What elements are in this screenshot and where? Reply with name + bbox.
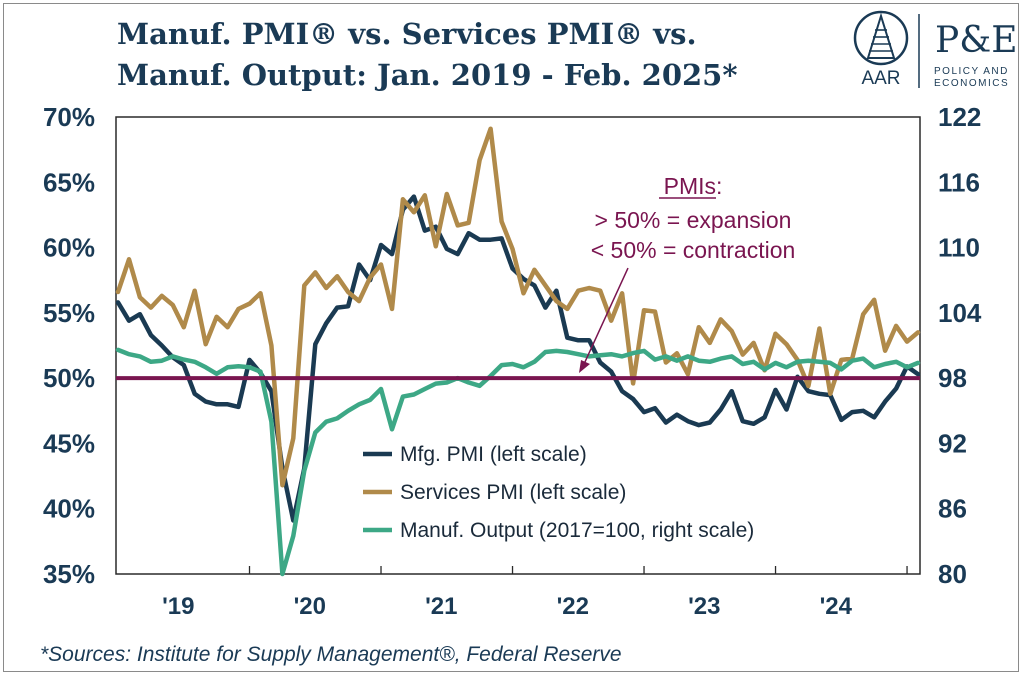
chart-frame bbox=[3, 3, 1019, 672]
y-right-tick-label: 104 bbox=[938, 298, 982, 328]
aar-logo: AAR P&E POLICY AND ECONOMICS bbox=[853, 10, 1018, 89]
source-note: *Sources: Institute for Supply Managemen… bbox=[40, 643, 622, 666]
x-tick-label: '21 bbox=[425, 593, 457, 620]
y-right-tick-label: 80 bbox=[938, 559, 967, 589]
legend-label: Mfg. PMI (left scale) bbox=[400, 443, 587, 466]
y-left-tick-label: 45% bbox=[43, 428, 95, 458]
y-left-tick-label: 55% bbox=[43, 298, 95, 328]
y-right-tick-label: 92 bbox=[938, 428, 967, 458]
annotation-title: PMIs bbox=[664, 173, 716, 199]
y-left-tick-label: 60% bbox=[43, 233, 95, 263]
annotation-arrow-line bbox=[583, 267, 629, 365]
pmi-annotation: PMIs : > 50% = expansion < 50% = contrac… bbox=[579, 173, 795, 373]
y-left-tick-label: 65% bbox=[43, 167, 95, 197]
y-left-tick-label: 40% bbox=[43, 494, 95, 524]
x-tick-label: '24 bbox=[820, 593, 853, 620]
pe-logo-sub2: ECONOMICS bbox=[934, 78, 1009, 89]
series-line bbox=[115, 347, 921, 577]
series-line bbox=[115, 126, 921, 488]
x-tick-label: '20 bbox=[294, 593, 326, 620]
y-axis-right: 80 86 92 98 104 110 116 122 bbox=[938, 102, 982, 589]
aar-logo-ring bbox=[853, 10, 909, 66]
x-axis: '19 '20 '21 '22 '23 '24 bbox=[162, 566, 908, 620]
legend-label: Services PMI (left scale) bbox=[400, 481, 626, 504]
legend: Mfg. PMI (left scale) Services PMI (left … bbox=[363, 443, 754, 542]
x-tick-label: '23 bbox=[688, 593, 720, 620]
plot-area bbox=[115, 116, 921, 575]
annotation-arrowhead-icon bbox=[579, 360, 590, 373]
annotation-line1: > 50% = expansion bbox=[595, 207, 792, 233]
annotation-colon: : bbox=[716, 173, 722, 199]
pe-logo-sub1: POLICY AND bbox=[934, 66, 1009, 77]
pe-logo-text: P&E bbox=[935, 20, 1018, 61]
y-right-tick-label: 122 bbox=[938, 102, 981, 132]
aar-logo-text: AAR bbox=[861, 68, 900, 89]
chart-title-line2: Manuf. Output: Jan. 2019 - Feb. 2025* bbox=[117, 58, 738, 92]
y-right-tick-label: 98 bbox=[938, 363, 967, 393]
annotation-line2: < 50% = contraction bbox=[591, 237, 796, 263]
x-tick-label: '19 bbox=[162, 593, 194, 620]
y-left-tick-label: 35% bbox=[43, 559, 95, 589]
legend-label: Manuf. Output (2017=100, right scale) bbox=[400, 519, 754, 542]
y-right-tick-label: 116 bbox=[938, 167, 980, 197]
y-axis-left: 35% 40% 45% 50% 55% 60% 65% 70% bbox=[43, 102, 95, 589]
y-left-tick-label: 50% bbox=[43, 363, 95, 393]
chart-title-line1: Manuf. PMI® vs. Services PMI® vs. bbox=[117, 17, 697, 51]
y-right-tick-label: 86 bbox=[938, 494, 967, 524]
y-left-tick-label: 70% bbox=[43, 102, 95, 132]
y-right-tick-label: 110 bbox=[938, 233, 980, 263]
series-lines bbox=[115, 126, 921, 577]
x-tick-label: '22 bbox=[557, 593, 589, 620]
